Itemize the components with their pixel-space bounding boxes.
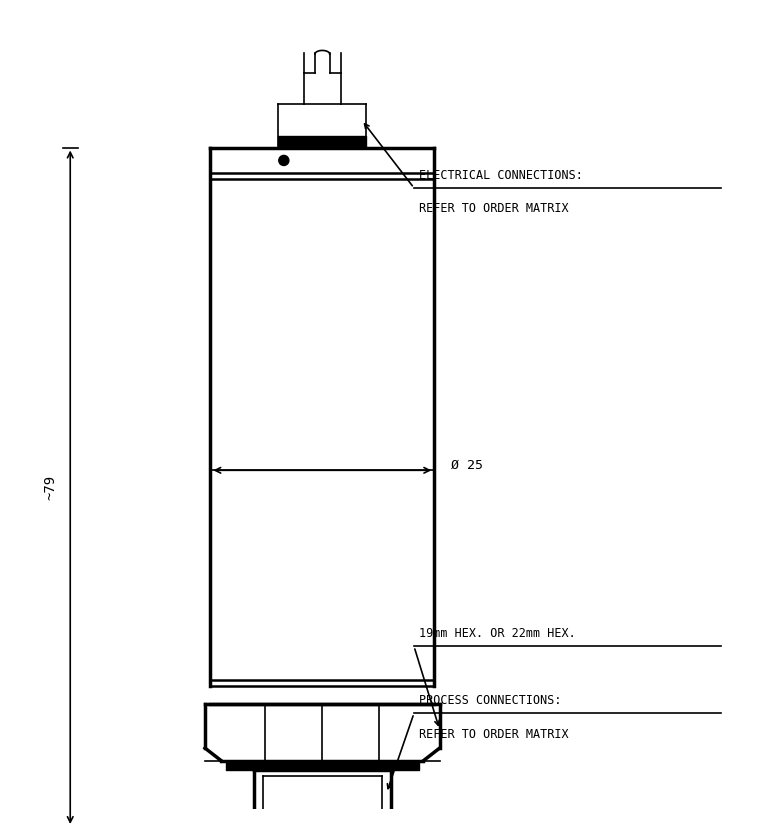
Text: ELECTRICAL CONNECTIONS:: ELECTRICAL CONNECTIONS: — [419, 169, 583, 182]
Text: 19mm HEX. OR 22mm HEX.: 19mm HEX. OR 22mm HEX. — [419, 627, 575, 640]
Text: Ø 25: Ø 25 — [451, 458, 482, 472]
Text: REFER TO ORDER MATRIX: REFER TO ORDER MATRIX — [419, 728, 568, 741]
Text: REFER TO ORDER MATRIX: REFER TO ORDER MATRIX — [419, 202, 568, 216]
Text: PROCESS CONNECTIONS:: PROCESS CONNECTIONS: — [419, 694, 561, 707]
Text: ~79: ~79 — [43, 475, 57, 500]
Circle shape — [279, 155, 289, 165]
